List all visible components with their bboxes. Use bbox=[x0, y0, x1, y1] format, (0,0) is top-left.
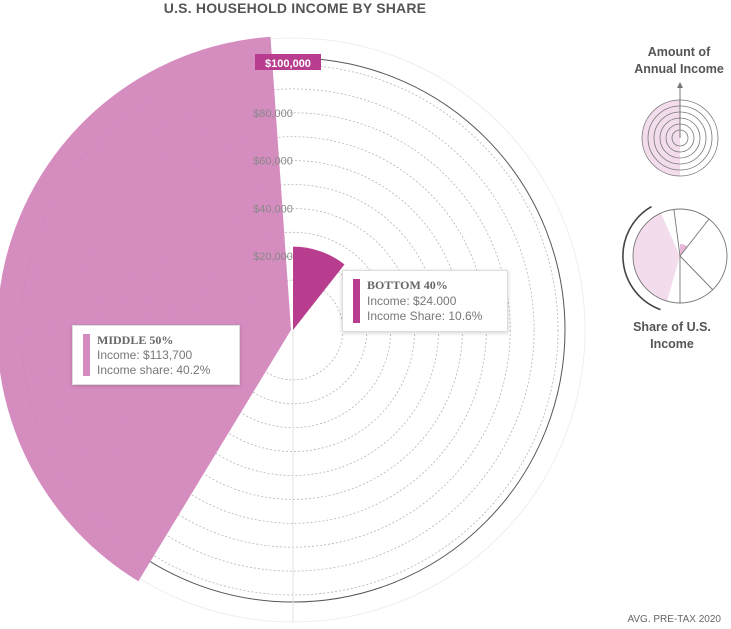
legend-amount-arrowhead bbox=[677, 82, 683, 88]
tooltip-bottom-share: Income Share: 10.6% bbox=[367, 309, 483, 323]
tooltip-bottom: BOTTOM 40% Income: $24.000 Income Share:… bbox=[342, 270, 508, 332]
chart-title: U.S. HOUSEHOLD INCOME BY SHARE bbox=[163, 0, 427, 16]
tooltip-middle-share: Income share: 40.2% bbox=[97, 363, 211, 377]
tooltip-middle-heading: MIDDLE 50% bbox=[97, 333, 174, 347]
tick-label: $20,000 bbox=[253, 251, 293, 263]
footnote: AVG. PRE-TAX 2020 bbox=[627, 614, 721, 625]
tick-label: $60,000 bbox=[253, 156, 293, 168]
chart-slices bbox=[0, 36, 345, 582]
tooltip-bottom-income: Income: $24.000 bbox=[367, 294, 457, 308]
legend-amount-label: Amount of Annual Income bbox=[619, 44, 731, 78]
slice-bottom-40 bbox=[293, 246, 345, 330]
legend-share-divider bbox=[673, 209, 681, 257]
tooltip-middle-swatch bbox=[83, 334, 90, 376]
tick-label: $80,000 bbox=[253, 108, 293, 120]
tooltip-middle-income: Income: $113,700 bbox=[97, 348, 193, 362]
slice-middle-50 bbox=[0, 36, 291, 582]
legend-share-label: Share of U.S. Income bbox=[612, 319, 731, 353]
legend-share-divider bbox=[679, 255, 714, 291]
legend-share-label-line2: Income bbox=[650, 337, 694, 351]
legend-share-label-line1: Share of U.S. bbox=[633, 320, 711, 334]
legend-amount-diagram bbox=[641, 82, 719, 177]
legend-amount-label-line2: Annual Income bbox=[634, 62, 724, 76]
legend-share-outer-arc bbox=[622, 205, 661, 311]
chart-tick-labels: $20,000 $40,000 $60,000 $80,000 $100,000 bbox=[253, 54, 321, 263]
tooltip-bottom-swatch bbox=[353, 279, 360, 323]
tick-bg-max bbox=[255, 54, 321, 70]
tooltip-middle: MIDDLE 50% Income: $113,700 Income share… bbox=[72, 325, 240, 385]
legend-share-divider bbox=[679, 218, 710, 257]
legend-share-diagram bbox=[622, 205, 728, 311]
tick-label-max: $100,000 bbox=[265, 58, 311, 70]
tooltip-bottom-heading: BOTTOM 40% bbox=[367, 278, 448, 292]
legend-amount-label-line1: Amount of bbox=[647, 45, 711, 59]
legend-share-sector bbox=[632, 213, 680, 302]
tick-label: $40,000 bbox=[253, 203, 293, 215]
